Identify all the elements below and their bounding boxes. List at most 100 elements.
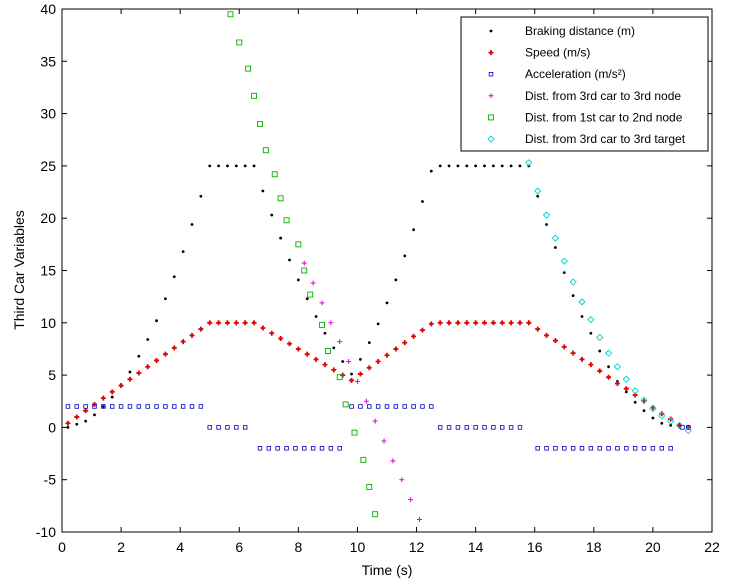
point <box>534 187 542 195</box>
point <box>446 425 452 430</box>
point <box>624 446 629 451</box>
point <box>110 404 115 409</box>
y-tick-label: -10 <box>36 524 56 540</box>
point <box>455 320 461 326</box>
point <box>488 72 494 77</box>
point <box>74 404 79 409</box>
legend: Braking distance (m) Speed (m/s) Accelerat… <box>460 16 709 152</box>
point <box>464 320 470 326</box>
point <box>580 315 584 318</box>
point <box>283 217 290 224</box>
point <box>199 194 203 198</box>
point <box>233 320 239 326</box>
point <box>279 236 283 240</box>
point <box>447 164 451 168</box>
series <box>65 404 691 451</box>
point <box>500 164 504 168</box>
point <box>245 65 252 72</box>
point <box>287 341 292 347</box>
point <box>101 404 106 409</box>
point <box>552 338 558 344</box>
point <box>604 349 613 357</box>
point <box>536 194 540 198</box>
point <box>349 377 355 383</box>
point <box>288 258 291 262</box>
point <box>367 341 371 345</box>
x-tick-label: 8 <box>294 539 302 555</box>
point <box>411 333 417 339</box>
x-tick-label: 6 <box>235 539 243 555</box>
y-tick-label: 10 <box>40 315 56 331</box>
point <box>190 223 194 226</box>
point <box>394 278 398 282</box>
point <box>487 135 495 143</box>
point <box>145 404 150 409</box>
point <box>164 297 167 301</box>
point <box>358 404 363 409</box>
point <box>649 404 657 413</box>
y-tick-label: -5 <box>44 472 57 488</box>
point <box>366 365 372 371</box>
point <box>323 331 327 335</box>
point <box>372 511 379 518</box>
point <box>322 362 328 368</box>
point <box>650 446 656 451</box>
point <box>242 320 248 326</box>
point <box>640 396 648 404</box>
point <box>266 446 272 451</box>
point <box>314 315 318 318</box>
point <box>275 446 280 451</box>
point <box>437 425 443 430</box>
point <box>588 446 594 451</box>
y-tick-label: 35 <box>40 53 56 69</box>
point <box>127 404 133 409</box>
point <box>376 322 380 326</box>
point <box>419 327 425 333</box>
x-tick-label: 14 <box>468 539 484 555</box>
point <box>301 260 307 266</box>
point <box>437 320 443 326</box>
point <box>301 267 308 274</box>
point <box>535 326 541 332</box>
point <box>225 425 230 430</box>
point <box>456 164 460 168</box>
point <box>562 446 567 451</box>
legend-label: Dist. from 1st car to 2nd node <box>525 110 683 124</box>
point <box>570 350 576 356</box>
point <box>491 164 495 168</box>
series <box>227 11 379 518</box>
point <box>482 425 487 430</box>
point <box>65 420 71 426</box>
point <box>488 114 494 121</box>
point <box>412 228 415 232</box>
point <box>319 321 325 328</box>
point <box>257 121 263 128</box>
point <box>270 213 274 217</box>
legend-label: Dist. from 3rd car to 3rd target <box>525 132 686 146</box>
point <box>393 404 399 409</box>
point <box>669 423 673 427</box>
point <box>402 340 408 346</box>
point <box>598 349 602 353</box>
point <box>74 414 80 420</box>
point <box>227 11 234 18</box>
point <box>198 326 204 332</box>
point <box>482 320 487 326</box>
point <box>385 301 389 305</box>
point <box>328 446 334 451</box>
point <box>66 426 70 429</box>
x-tick-label: 20 <box>645 539 661 555</box>
point <box>417 516 422 522</box>
point <box>587 316 595 324</box>
point <box>349 404 354 409</box>
point <box>488 50 494 56</box>
point <box>269 330 275 336</box>
point <box>579 446 585 451</box>
point <box>651 416 655 420</box>
point <box>84 419 88 423</box>
point <box>569 278 577 286</box>
point <box>346 359 352 365</box>
point <box>491 425 496 430</box>
point <box>163 404 168 409</box>
point <box>360 456 367 463</box>
